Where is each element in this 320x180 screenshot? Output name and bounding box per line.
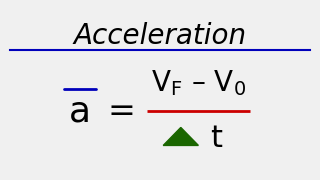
Text: $\mathregular{V_F}$ – $\mathregular{V_0}$: $\mathregular{V_F}$ – $\mathregular{V_0}… xyxy=(151,68,246,98)
Text: a: a xyxy=(69,95,91,129)
Text: =: = xyxy=(108,95,136,128)
Polygon shape xyxy=(163,127,198,145)
Text: t: t xyxy=(210,124,222,153)
Text: Acceleration: Acceleration xyxy=(73,22,247,50)
